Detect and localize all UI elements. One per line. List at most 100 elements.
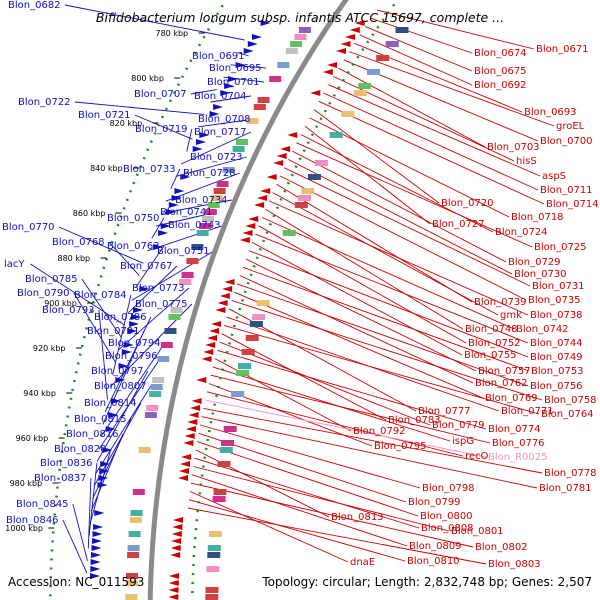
gene-label-left[interactable]: Blon_0682 — [8, 0, 61, 11]
gene-label-right[interactable]: Blon_0762 — [475, 378, 528, 389]
gene-label-right[interactable]: Blon_0752 — [468, 338, 521, 349]
gene-label-left[interactable]: Blon_0846 — [6, 515, 59, 526]
gene-label-left[interactable]: Blon_0751 — [157, 246, 210, 257]
gene-label-left[interactable]: Blon_0796 — [105, 351, 158, 362]
gene-label-right[interactable]: Blon_0802 — [475, 542, 528, 553]
gene-label-right[interactable]: Blon_0801 — [451, 526, 504, 537]
gene-label-right[interactable]: Blon_0778 — [544, 468, 597, 479]
gene-label-right[interactable]: Blon_0744 — [530, 338, 583, 349]
gene-label-right[interactable]: aspS — [542, 171, 566, 182]
gene-label-right[interactable]: Blon_R0025 — [488, 452, 548, 463]
gene-label-left[interactable]: Blon_0845 — [16, 499, 69, 510]
gene-label-right[interactable]: Blon_0739 — [474, 297, 527, 308]
gene-label-left[interactable]: Blon_0775 — [135, 299, 188, 310]
gene-label-right[interactable]: Blon_0731 — [532, 281, 585, 292]
gene-label-right[interactable]: Blon_0675 — [474, 66, 527, 77]
gene-label-right[interactable]: Blon_0758 — [544, 395, 597, 406]
gene-label-right[interactable]: gmk — [500, 310, 522, 321]
gene-label-left[interactable]: Blon_0701 — [207, 77, 260, 88]
gene-label-left[interactable]: Blon_0704 — [194, 91, 247, 102]
gene-label-left[interactable]: Blon_0791 — [87, 326, 140, 337]
gene-label-left[interactable]: Blon_0815 — [74, 414, 127, 425]
gene-label-left[interactable]: Blon_0741 — [160, 207, 213, 218]
gene-label-left[interactable]: Blon_0790 — [17, 288, 70, 299]
gene-label-right[interactable]: Blon_0711 — [540, 185, 593, 196]
gene-label-right[interactable]: Blon_0753 — [531, 366, 584, 377]
gene-label-left[interactable]: lacY — [4, 259, 25, 270]
gene-label-right[interactable]: Blon_0725 — [534, 242, 587, 253]
gene-label-right[interactable]: Blon_0774 — [488, 424, 541, 435]
gene-label-right[interactable]: Blon_0798 — [422, 483, 475, 494]
gene-label-left[interactable]: Blon_0793 — [42, 305, 95, 316]
gene-label-left[interactable]: Blon_0786 — [94, 312, 147, 323]
gene-label-right[interactable]: Blon_0724 — [495, 227, 548, 238]
gene-label-right[interactable]: Blon_0803 — [488, 559, 541, 570]
gene-label-left[interactable]: Blon_0837 — [34, 473, 87, 484]
gene-label-left[interactable]: Blon_0814 — [84, 398, 137, 409]
gene-label-right[interactable]: Blon_0693 — [524, 107, 577, 118]
gene-label-right[interactable]: hisS — [516, 156, 537, 167]
gene-label-right[interactable]: Blon_0720 — [441, 198, 494, 209]
gene-label-left[interactable]: Blon_0794 — [108, 338, 161, 349]
gene-label-right[interactable]: Blon_0738 — [530, 310, 583, 321]
gene-label-left[interactable]: Blon_0784 — [74, 290, 127, 301]
gene-label-right[interactable]: Blon_0809 — [409, 541, 462, 552]
gene-label-right[interactable]: Blon_0692 — [474, 80, 527, 91]
gene-label-left[interactable]: Blon_0721 — [78, 110, 131, 121]
gene-label-left[interactable]: Blon_0743 — [168, 220, 221, 231]
gene-label-left[interactable]: Blon_0734 — [175, 195, 228, 206]
gene-label-right[interactable]: Blon_0748 — [465, 324, 518, 335]
gene-label-right[interactable]: Blon_0810 — [407, 556, 460, 567]
gene-label-right[interactable]: Blon_0800 — [420, 511, 473, 522]
gene-label-right[interactable]: Blon_0674 — [474, 48, 527, 59]
gene-label-right[interactable]: Blon_0781 — [539, 483, 592, 494]
gene-label-left[interactable]: Blon_0797 — [91, 366, 144, 377]
gene-label-right[interactable]: Blon_0771 — [501, 406, 554, 417]
gene-label-left[interactable]: Blon_0807 — [94, 381, 147, 392]
gene-label-right[interactable]: Blon_0808 — [421, 523, 474, 534]
gene-label-right[interactable]: dnaE — [350, 557, 375, 568]
gene-label-left[interactable]: Blon_0750 — [107, 213, 160, 224]
gene-label-right[interactable]: Blon_0742 — [516, 324, 569, 335]
gene-label-left[interactable]: Blon_0722 — [18, 97, 71, 108]
gene-label-right[interactable]: Blon_0714 — [546, 199, 599, 210]
gene-label-left[interactable]: Blon_0723 — [190, 152, 243, 163]
gene-label-right[interactable]: Blon_0799 — [408, 497, 461, 508]
gene-label-right[interactable]: Blon_0700 — [540, 136, 593, 147]
gene-label-right[interactable]: Blon_0769 — [485, 393, 538, 404]
gene-label-left[interactable]: Blon_0733 — [123, 164, 176, 175]
gene-label-right[interactable]: Blon_0795 — [374, 441, 427, 452]
gene-label-left[interactable]: Blon_0691 — [192, 51, 245, 62]
gene-label-left[interactable]: Blon_0773 — [132, 283, 185, 294]
gene-label-right[interactable]: Blon_0729 — [508, 257, 561, 268]
gene-label-left[interactable]: Blon_0770 — [2, 222, 55, 233]
gene-label-right[interactable]: Blon_0779 — [432, 420, 485, 431]
gene-label-left[interactable]: Blon_0695 — [209, 63, 262, 74]
gene-label-right[interactable]: Blon_0764 — [541, 409, 594, 420]
gene-label-right[interactable]: recO — [465, 451, 489, 462]
gene-label-right[interactable]: Blon_0757 — [478, 366, 531, 377]
gene-label-left[interactable]: Blon_0708 — [198, 114, 251, 125]
gene-label-left[interactable]: Blon_0717 — [194, 127, 247, 138]
gene-label-left[interactable]: Blon_0707 — [134, 89, 187, 100]
gene-label-right[interactable]: Blon_0783 — [388, 415, 441, 426]
gene-label-left[interactable]: Blon_0768 — [52, 237, 105, 248]
gene-label-right[interactable]: Blon_0776 — [492, 438, 545, 449]
gene-label-left[interactable]: Blon_0836 — [40, 458, 93, 469]
gene-label-right[interactable]: Blon_0730 — [514, 269, 567, 280]
gene-label-right[interactable]: Blon_0727 — [432, 219, 485, 230]
gene-label-right[interactable]: Blon_0671 — [536, 44, 589, 55]
gene-label-right[interactable]: Blon_0735 — [528, 295, 581, 306]
gene-label-right[interactable]: ispG — [452, 436, 474, 447]
gene-label-right[interactable]: Blon_0792 — [353, 426, 406, 437]
gene-label-right[interactable]: groEL — [556, 121, 585, 132]
gene-label-right[interactable]: Blon_0703 — [487, 142, 540, 153]
gene-label-left[interactable]: Blon_0763 — [107, 241, 160, 252]
gene-label-right[interactable]: Blon_0718 — [511, 212, 564, 223]
gene-label-left[interactable]: Blon_0728 — [183, 168, 236, 179]
gene-label-left[interactable]: Blon_0719 — [135, 124, 188, 135]
gene-label-left[interactable]: Blon_0785 — [25, 274, 78, 285]
gene-label-left[interactable]: Blon_0767 — [120, 261, 173, 272]
gene-label-right[interactable]: Blon_0749 — [530, 352, 583, 363]
gene-label-left[interactable]: Blon_0820 — [54, 444, 107, 455]
